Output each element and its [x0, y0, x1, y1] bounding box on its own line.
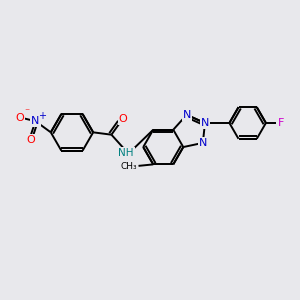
Text: O: O — [27, 135, 35, 145]
Text: +: + — [38, 111, 46, 121]
Text: N: N — [31, 116, 40, 126]
Text: O: O — [119, 114, 128, 124]
Text: NH: NH — [118, 148, 134, 158]
Text: N: N — [201, 118, 209, 128]
Text: CH₃: CH₃ — [120, 162, 137, 171]
Text: N: N — [182, 110, 191, 120]
Text: F: F — [278, 118, 285, 128]
Text: N: N — [199, 138, 207, 148]
Text: O: O — [15, 112, 24, 123]
Text: ⁻: ⁻ — [24, 107, 29, 117]
